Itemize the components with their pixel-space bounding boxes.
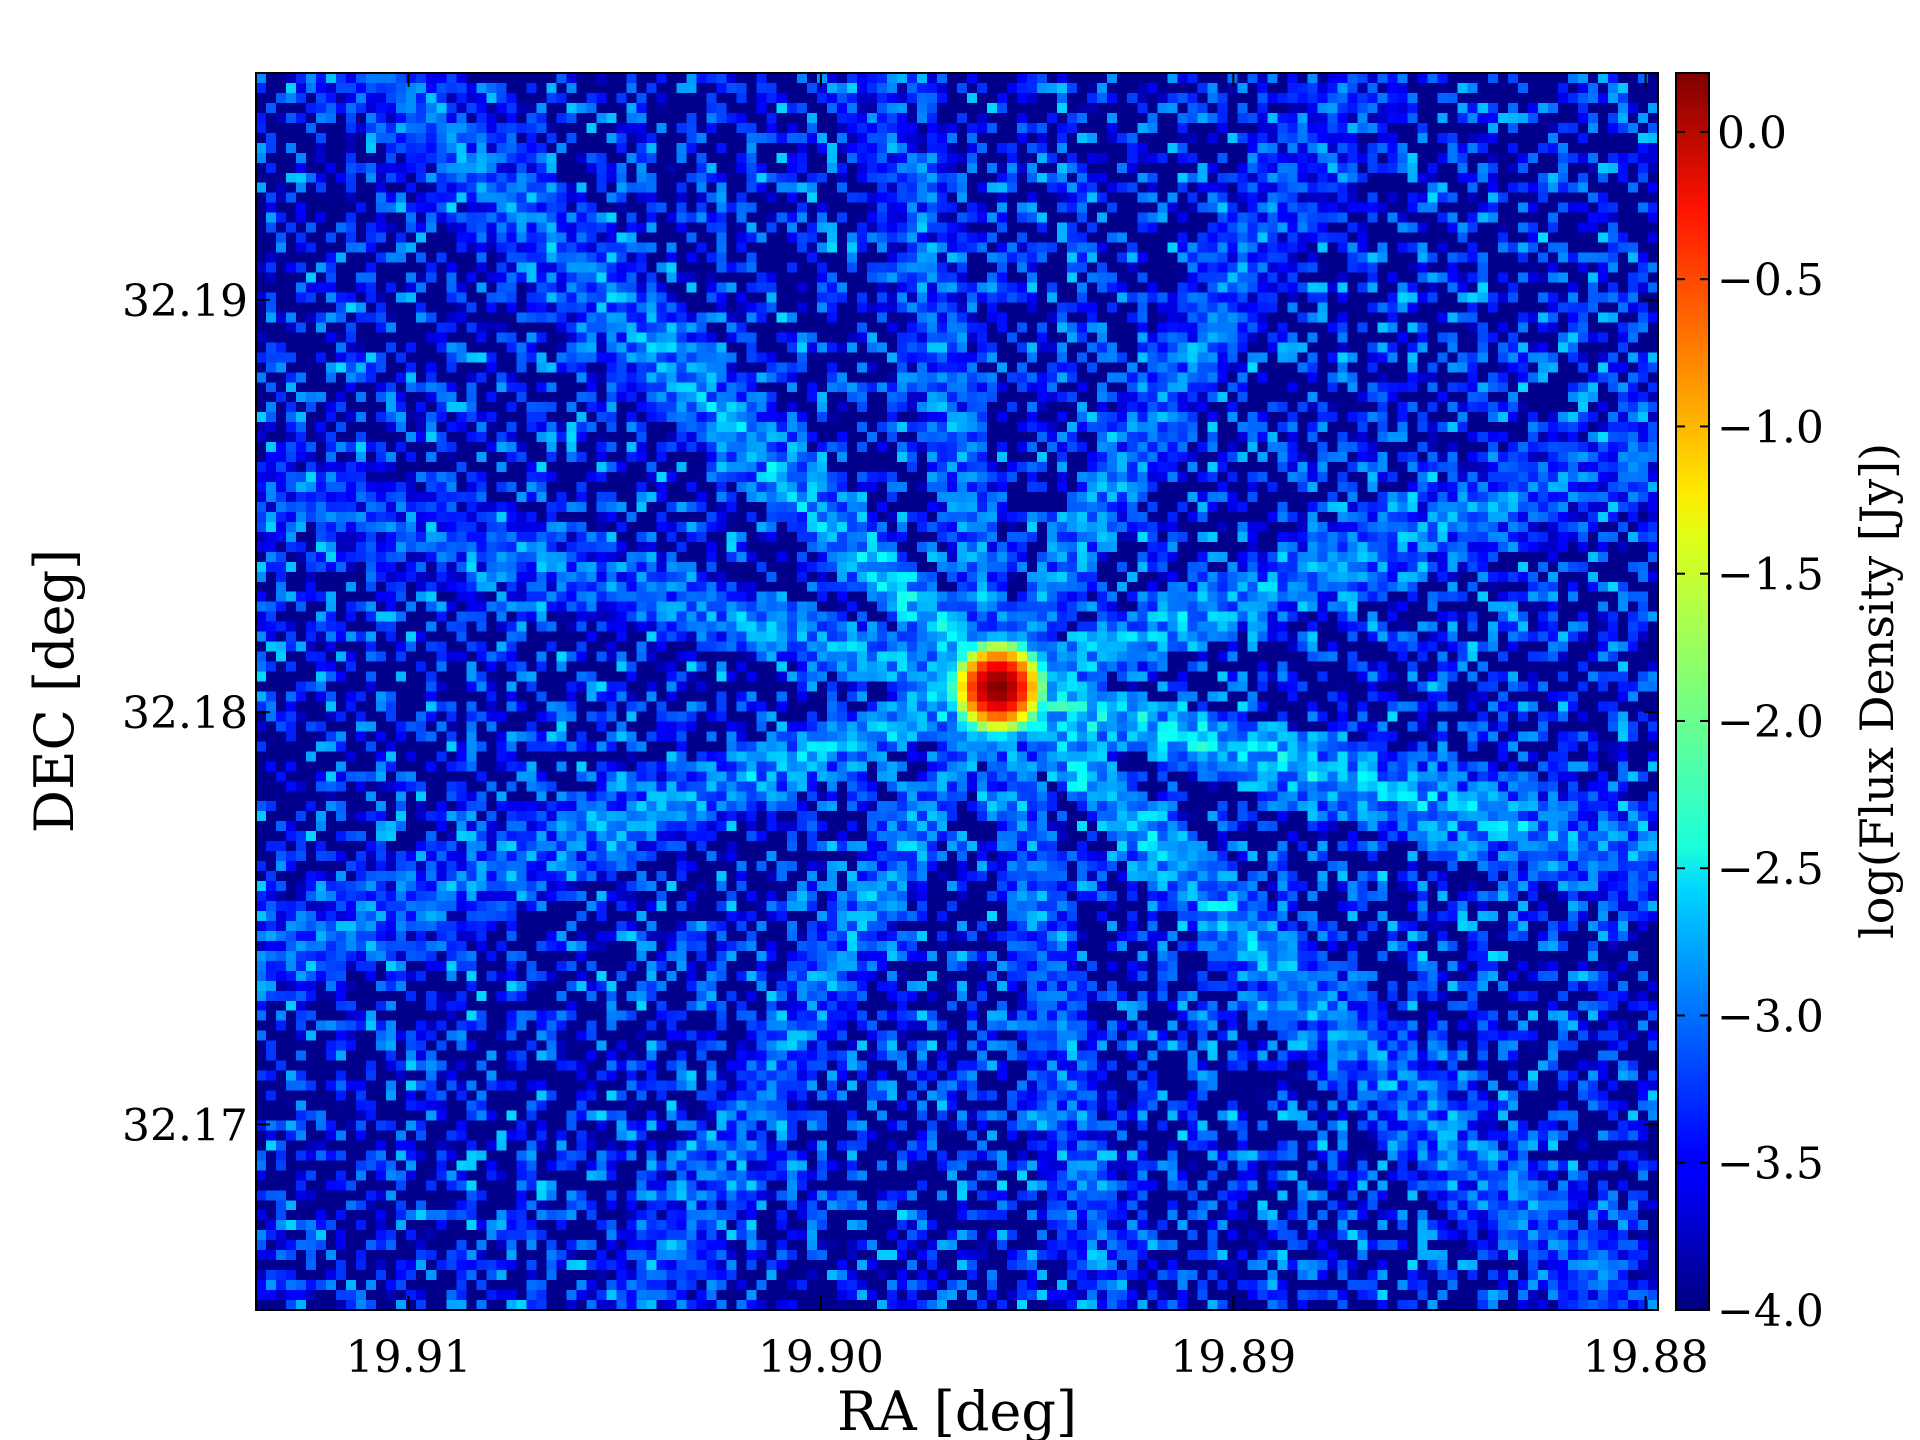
colorbar-tick-label: −0.5	[1717, 255, 1824, 306]
x-tick-label: 19.88	[1583, 1332, 1709, 1383]
heatmap-image	[256, 73, 1658, 1310]
colorbar-tick-label: −1.5	[1717, 550, 1824, 601]
plot-frame	[255, 72, 1659, 1311]
x-tick-label: 19.89	[1170, 1332, 1296, 1383]
x-axis-label: RA [deg]	[837, 1380, 1077, 1440]
colorbar-tick-label: −3.5	[1717, 1139, 1824, 1190]
x-axis-ticks: 19.91 19.90 19.89 19.88	[346, 73, 1709, 1383]
colorbar-tick-label: −2.0	[1717, 697, 1824, 748]
x-tick-label: 19.91	[346, 1332, 472, 1383]
colorbar-tick-label: −4.0	[1717, 1286, 1824, 1337]
colorbar	[1675, 72, 1710, 1311]
colorbar-tick-label: −2.5	[1717, 844, 1824, 895]
colorbar-ticks: 0.0 −0.5 −1.0 −1.5 −2.0 −2.5 −3.0 −3.5 −4.0	[1676, 108, 1824, 1337]
y-tick-label: 32.19	[122, 276, 248, 327]
colorbar-tick-label: −1.0	[1717, 402, 1824, 453]
y-axis-ticks: 32.17 32.18 32.19	[122, 276, 1658, 1151]
y-tick-label: 32.17	[122, 1100, 248, 1151]
colorbar-tick-label: 0.0	[1717, 108, 1787, 159]
y-tick-label: 32.18	[122, 688, 248, 739]
x-tick-label: 19.90	[758, 1332, 884, 1383]
y-axis-label: DEC [deg]	[23, 549, 86, 833]
colorbar-tick-label: −3.0	[1717, 991, 1824, 1042]
colorbar-label: log(Flux Density [Jy])	[1850, 443, 1904, 939]
